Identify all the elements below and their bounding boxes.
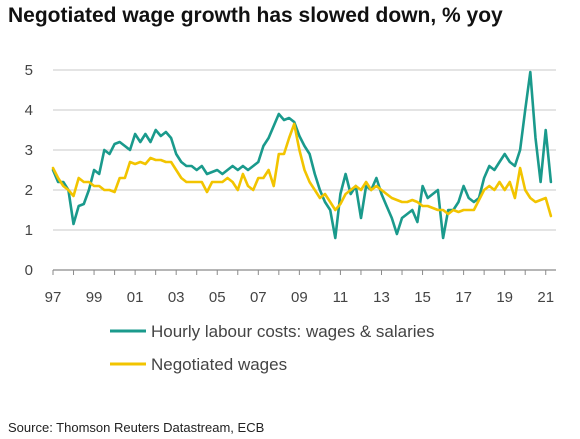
x-tick-label-6: 09: [291, 289, 308, 306]
x-tick-label-4: 05: [209, 289, 226, 306]
y-tick-label-2: 2: [25, 182, 33, 199]
chart-title: Negotiated wage growth has slowed down, …: [8, 4, 503, 27]
x-tick-label-8: 13: [373, 289, 390, 306]
y-axis-tick-labels: 0 1 2 3 4 5: [25, 62, 33, 279]
y-tick-label-5: 5: [25, 62, 33, 79]
legend-label-0: Hourly labour costs: wages & salaries: [151, 322, 434, 341]
x-tick-label-7: 11: [333, 289, 349, 306]
gridlines: [53, 69, 556, 231]
y-tick-label-1: 1: [25, 222, 33, 239]
y-tick-label-4: 4: [25, 102, 33, 119]
x-tick-label-12: 21: [537, 289, 554, 306]
x-tick-label-2: 01: [127, 289, 144, 306]
x-tick-label-3: 03: [168, 289, 185, 306]
series-line-0: [51, 70, 553, 240]
x-axis: 97 99 01 03 05 07 09 11 13 15 17 19 21: [45, 269, 556, 306]
x-tick-label-10: 17: [455, 289, 472, 306]
x-tick-label-5: 07: [250, 289, 267, 306]
x-tick-label-1: 99: [86, 289, 103, 306]
source-note: Source: Thomson Reuters Datastream, ECB: [8, 420, 265, 435]
x-tick-label-9: 15: [414, 289, 431, 306]
series-lines: [51, 70, 553, 240]
legend-label-1: Negotiated wages: [151, 355, 287, 374]
y-tick-label-3: 3: [25, 142, 33, 159]
y-tick-label-0: 0: [25, 262, 33, 279]
series-line-1: [51, 122, 553, 218]
legend: Hourly labour costs: wages & salaries Neg…: [110, 322, 434, 374]
x-tick-label-0: 97: [45, 289, 62, 306]
x-tick-label-11: 19: [496, 289, 513, 306]
